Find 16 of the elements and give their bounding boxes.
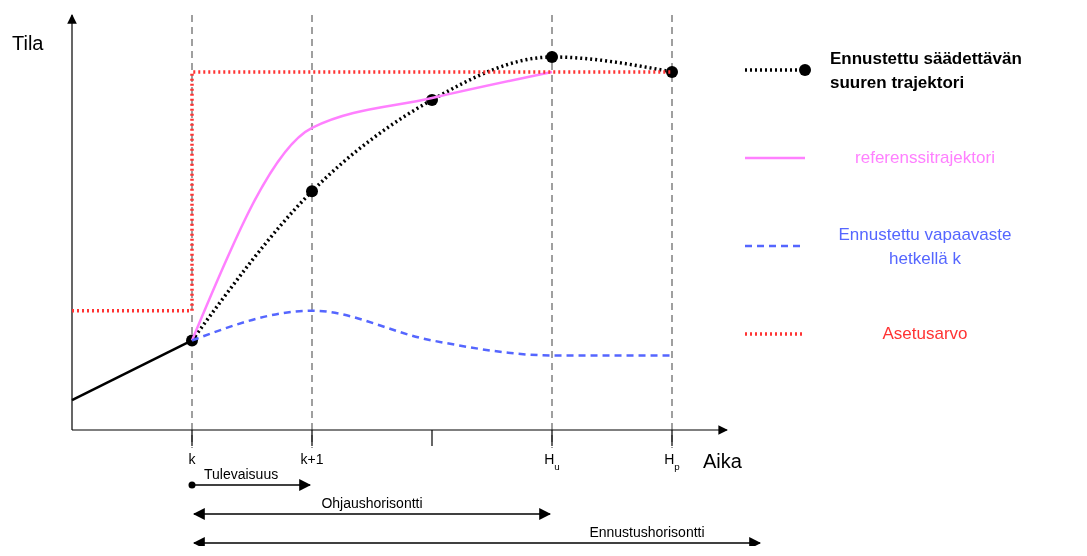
x-tick-label: H$_{p}$ [664, 451, 681, 472]
x-axis-title: Aika [703, 450, 743, 472]
text: Tulevaisuus [204, 466, 279, 482]
legend-label: Ennustettu vapaavaste hetkellä k [838, 225, 1012, 268]
y-axis-title: Tila [12, 32, 45, 54]
text: referenssitrajektori [855, 148, 995, 167]
point [546, 51, 558, 63]
text: Asetusarvo [882, 324, 968, 343]
point [666, 65, 678, 78]
x-tick-label: k [188, 451, 197, 467]
legend-label: Ennustettu säädettävän suuren trajektori [830, 49, 1022, 92]
x-tick-label: H$_{u}$ [544, 451, 560, 472]
x-tick-label: k+1 [300, 451, 324, 467]
text: Ohjaushorisontti [321, 495, 423, 511]
text: Ennustushorisontti [589, 524, 705, 540]
point [306, 185, 318, 198]
